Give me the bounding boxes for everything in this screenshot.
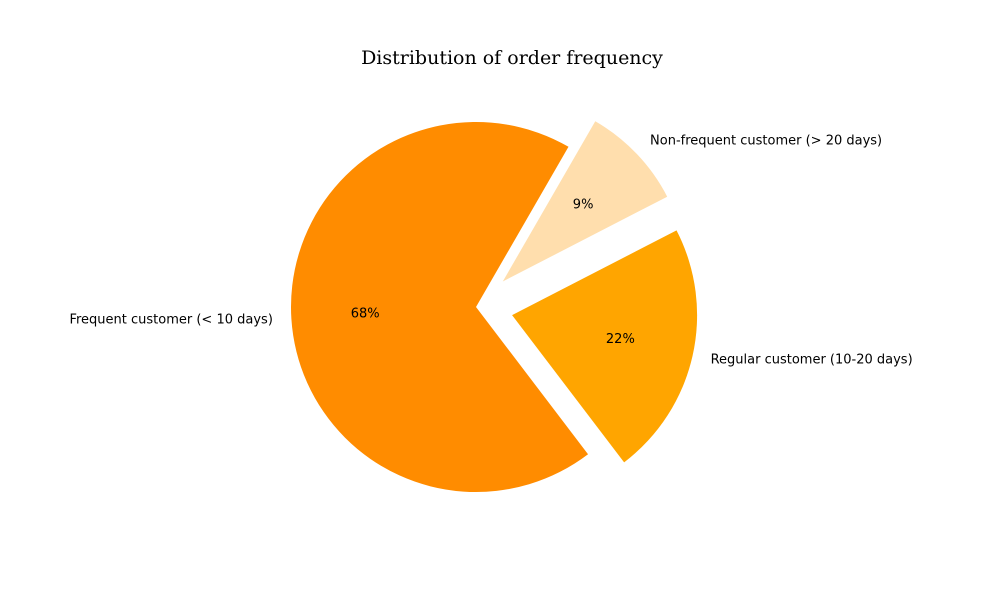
pie-slice-frequent — [291, 122, 589, 493]
pie-labels: 68% Frequent customer (< 10 days) 22% Regul… — [69, 134, 912, 368]
pie-percent-label-frequent: 68% — [351, 307, 380, 322]
pie-percent-label-regular: 22% — [606, 332, 635, 347]
pie-category-label-non-frequent: Non-frequent customer (> 20 days) — [650, 134, 882, 149]
pie-slices — [291, 121, 698, 493]
pie-slice-regular — [512, 230, 698, 463]
pie-slice-non-frequent — [502, 121, 668, 282]
chart-title: Distribution of order frequency — [361, 47, 663, 69]
pie-percent-label-non-frequent: 9% — [573, 197, 594, 212]
pie-category-label-frequent: Frequent customer (< 10 days) — [69, 312, 272, 327]
pie-category-label-regular: Regular customer (10-20 days) — [711, 352, 913, 367]
